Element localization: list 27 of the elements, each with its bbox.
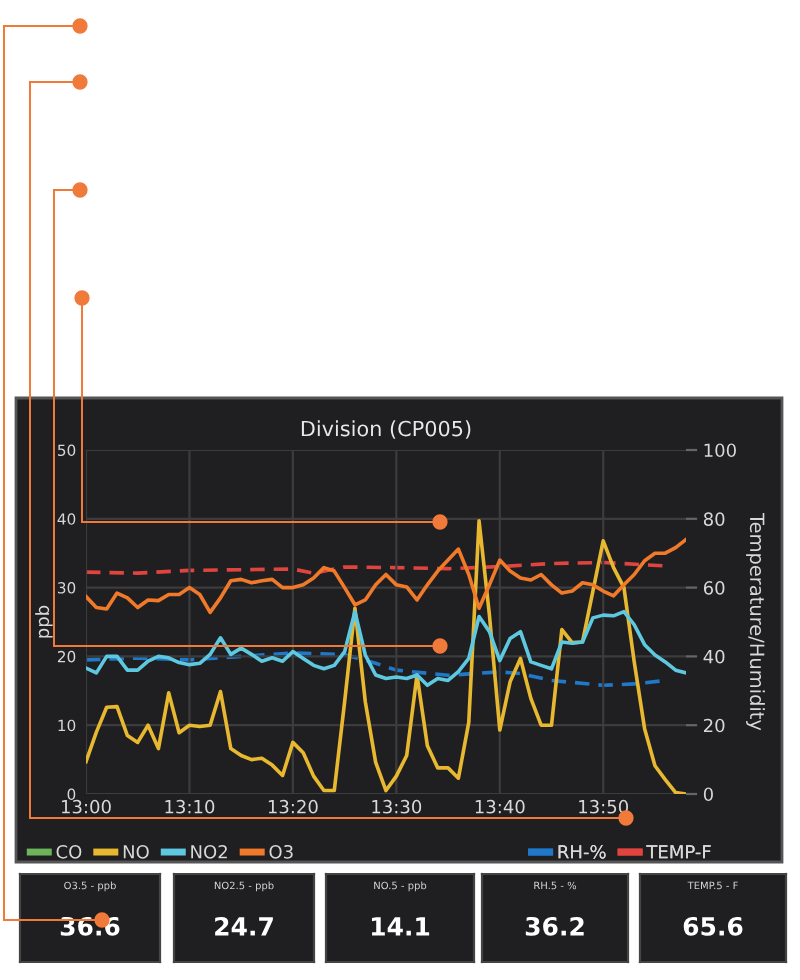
x-tick-label: 13:20	[268, 799, 318, 814]
y2-axis-title: Temperature/Humidity	[746, 513, 765, 731]
text: 36.2	[525, 916, 584, 936]
y2-tick-label: 100	[704, 443, 736, 458]
y2-tick-label: 20	[703, 718, 725, 733]
x-tick-label: 13:40	[475, 799, 525, 814]
x-tick-label: 13:10	[165, 799, 215, 814]
y2-tick-label: 40	[703, 649, 725, 664]
legend-label: TEMP-F	[646, 845, 711, 859]
text: 24.7	[215, 916, 273, 936]
y2-tick-label: 0	[703, 787, 713, 802]
text: 65.6	[683, 916, 743, 936]
x-tick-label: 13:00	[61, 799, 111, 814]
x-tick-label: 13:50	[579, 799, 629, 814]
y2-tick-label: 80	[703, 512, 725, 526]
x-tick-label: 13:30	[372, 799, 422, 814]
legend-label: O3	[269, 844, 293, 859]
line-series	[86, 537, 686, 615]
legend-label: NO2	[191, 844, 227, 859]
legend-label: CO	[56, 844, 82, 859]
text: 14.1	[371, 917, 430, 936]
legend-label: RH-%	[558, 844, 606, 859]
chart-title: Division (CP005)	[301, 420, 471, 439]
line-series	[86, 609, 686, 688]
y-axis-title: ppb	[35, 605, 53, 638]
y2-tick-label: 60	[703, 581, 725, 595]
legend-label: NO	[123, 844, 149, 859]
